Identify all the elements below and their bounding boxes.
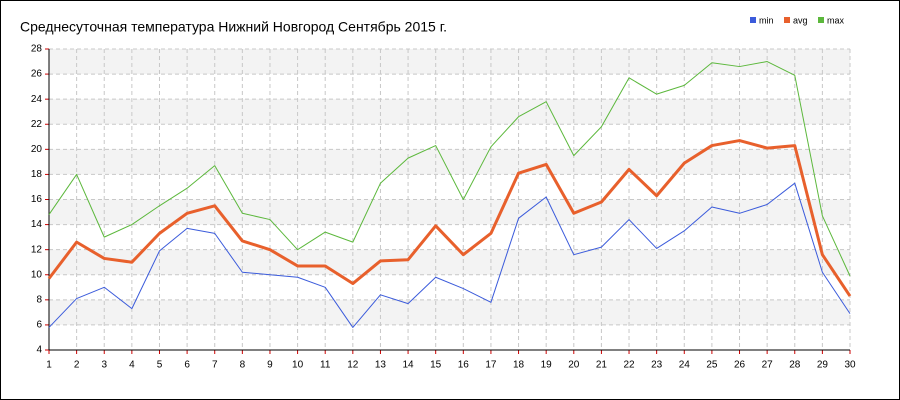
y-tick-label: 24: [31, 94, 43, 105]
x-tick-label: 5: [157, 360, 163, 371]
legend-label: avg: [793, 15, 808, 25]
y-tick-label: 18: [31, 169, 43, 180]
x-tick-label: 8: [240, 360, 246, 371]
y-tick-label: 16: [31, 194, 43, 205]
legend-label: max: [827, 15, 845, 25]
x-tick-label: 3: [101, 360, 107, 371]
x-tick-label: 30: [844, 360, 856, 371]
band: [49, 149, 850, 175]
x-tick-label: 11: [320, 360, 331, 371]
y-tick-label: 6: [36, 320, 42, 331]
band: [49, 299, 850, 325]
y-tick-label: 14: [31, 219, 43, 230]
x-tick-label: 18: [513, 360, 525, 371]
y-tick-label: 8: [36, 294, 42, 305]
x-tick-label: 28: [789, 360, 801, 371]
y-tick-label: 22: [31, 119, 43, 130]
series-line: [48, 182, 851, 328]
x-tick-label: 19: [541, 360, 553, 371]
x-tick-label: 20: [568, 360, 580, 371]
y-tick-label: 28: [31, 44, 43, 55]
x-tick-label: 9: [267, 360, 273, 371]
x-tick-label: 29: [817, 360, 829, 371]
band: [49, 49, 850, 75]
x-tick-label: 15: [430, 360, 442, 371]
legend-label: min: [759, 15, 774, 25]
y-tick-label: 20: [31, 144, 43, 155]
x-tick-label: 2: [74, 360, 80, 371]
series-line: [47, 139, 852, 297]
x-tick-label: 12: [347, 360, 359, 371]
legend-swatch: [784, 17, 790, 23]
x-tick-label: 22: [623, 360, 635, 371]
x-tick-label: 7: [212, 360, 218, 371]
x-tick-label: 25: [706, 360, 718, 371]
x-tick-label: 16: [458, 360, 470, 371]
band: [49, 249, 850, 275]
y-tick-label: 12: [31, 244, 43, 255]
x-tick-label: 1: [46, 360, 52, 371]
y-tick-label: 4: [36, 345, 42, 356]
band: [49, 199, 850, 225]
x-tick-label: 10: [292, 360, 304, 371]
x-tick-label: 23: [651, 360, 663, 371]
x-tick-label: 17: [485, 360, 497, 371]
legend-swatch: [750, 17, 756, 23]
legend-swatch: [818, 17, 824, 23]
y-tick-label: 10: [31, 269, 43, 280]
x-tick-label: 14: [403, 360, 415, 371]
x-tick-label: 27: [762, 360, 774, 371]
x-tick-label: 13: [375, 360, 387, 371]
y-tick-label: 26: [31, 69, 43, 80]
x-tick-label: 21: [596, 360, 608, 371]
x-tick-label: 24: [679, 360, 691, 371]
series-line: [48, 61, 851, 277]
x-tick-label: 4: [129, 360, 135, 371]
x-tick-label: 6: [184, 360, 190, 371]
x-tick-label: 26: [734, 360, 746, 371]
band: [49, 99, 850, 125]
chart-title: Среднесуточная температура Нижний Новгор…: [20, 19, 447, 35]
